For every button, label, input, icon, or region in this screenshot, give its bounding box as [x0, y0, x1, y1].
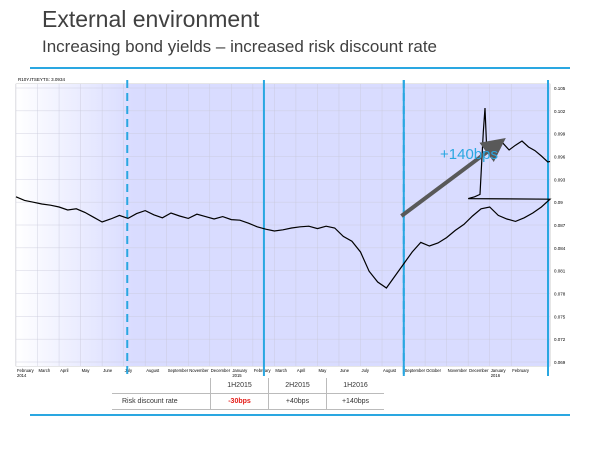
slide-title: External environment: [42, 6, 260, 32]
y-tick-label: 0.078: [554, 292, 566, 297]
x-tick-year: 2016: [491, 373, 501, 378]
y-tick-label: 0.102: [554, 109, 566, 114]
x-tick-label: December: [469, 368, 489, 373]
x-tick-label: December: [211, 368, 231, 373]
x-tick-year: 2015: [232, 373, 242, 378]
x-tick-label: November: [189, 368, 209, 373]
x-tick-label: November: [448, 368, 468, 373]
x-tick-year: 2014: [17, 373, 27, 378]
table-cell: +40bps: [268, 393, 327, 410]
delta-annotation: +140bps: [440, 146, 498, 163]
x-tick-label: July: [125, 368, 133, 373]
x-tick-label: March: [39, 368, 51, 373]
x-tick-label: July: [362, 368, 370, 373]
risk-discount-table: 1H2015 2H2015 1H2016 Risk discount rate …: [112, 378, 384, 410]
x-tick-label: January: [232, 368, 248, 373]
y-tick-label: 0.072: [554, 337, 566, 342]
x-tick-label: April: [297, 368, 305, 373]
x-tick-label: October: [426, 368, 442, 373]
y-tick-label: 0.105: [554, 86, 566, 91]
table-cell: -30bps: [210, 393, 269, 410]
table-header: 2H2015: [268, 378, 327, 394]
table-header-row: 1H2015 2H2015 1H2016: [112, 378, 384, 394]
series-label: R10Y.ITSEYTS: 3.0934: [18, 77, 65, 82]
x-tick-label: August: [146, 368, 160, 373]
x-tick-label: June: [340, 368, 350, 373]
y-tick-label: 0.099: [554, 132, 566, 137]
y-tick-label: 0.084: [554, 246, 566, 251]
y-tick-label: 0.096: [554, 155, 566, 160]
x-tick-label: February: [17, 368, 35, 373]
y-tick-label: 0.09: [554, 200, 563, 205]
bond-yield-chart: R10Y.ITSEYTS: 3.0934 0.105 0.102 0.099 0.09…: [15, 77, 566, 378]
row-label: Risk discount rate: [112, 393, 211, 410]
table-cell: +140bps: [326, 393, 384, 410]
slide-subtitle: Increasing bond yields – increased risk …: [42, 37, 437, 56]
table-header: 1H2015: [210, 378, 269, 394]
trend-arrow: [400, 138, 506, 218]
x-tick-label: March: [275, 368, 287, 373]
x-tick-label: September: [168, 368, 189, 373]
top-divider: [30, 67, 570, 69]
x-tick-label: May: [318, 368, 327, 373]
table-corner: [112, 378, 211, 394]
y-tick-label: 0.069: [554, 360, 566, 365]
x-tick-label: September: [405, 368, 426, 373]
table-header: 1H2016: [326, 378, 384, 394]
x-tick-label: February: [254, 368, 272, 373]
bottom-divider: [30, 414, 570, 416]
table-row: Risk discount rate -30bps +40bps +140bps: [112, 393, 384, 410]
y-tick-label: 0.087: [554, 223, 566, 228]
x-tick-label: May: [82, 368, 91, 373]
y-tick-label: 0.075: [554, 314, 566, 319]
x-tick-label: June: [103, 368, 113, 373]
y-tick-label: 0.081: [554, 269, 566, 274]
x-tick-label: August: [383, 368, 397, 373]
x-tick-label: January: [491, 368, 507, 373]
x-tick-label: April: [60, 368, 68, 373]
x-tick-label: February: [512, 368, 530, 373]
y-tick-label: 0.093: [554, 177, 566, 182]
